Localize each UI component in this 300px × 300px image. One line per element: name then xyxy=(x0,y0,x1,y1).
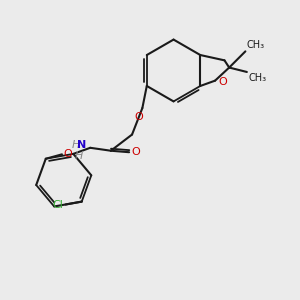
Text: Cl: Cl xyxy=(52,200,63,210)
Text: O: O xyxy=(219,77,227,87)
Text: CH₃: CH₃ xyxy=(248,73,266,82)
Text: H: H xyxy=(72,140,80,150)
Text: H: H xyxy=(74,151,83,161)
Text: O: O xyxy=(63,149,72,159)
Text: O: O xyxy=(131,147,140,157)
Text: O: O xyxy=(134,112,143,122)
Text: N: N xyxy=(77,140,87,150)
Text: CH₃: CH₃ xyxy=(246,40,264,50)
